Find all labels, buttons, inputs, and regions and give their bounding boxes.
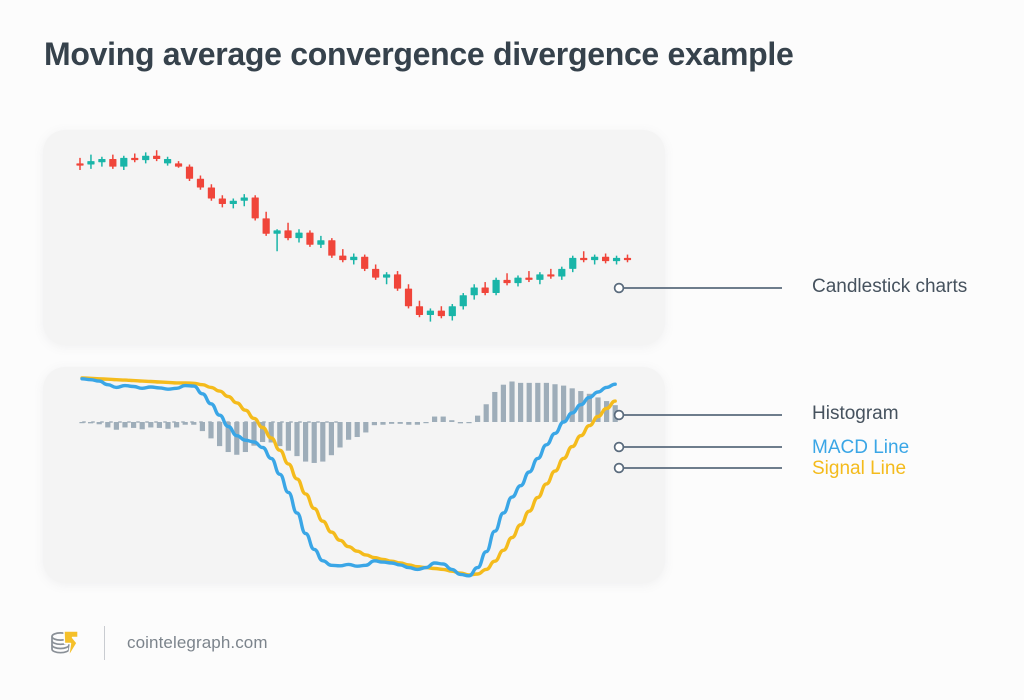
page-title: Moving average convergence divergence ex…	[44, 36, 794, 72]
callout-label-candlestick: Candlestick charts	[812, 276, 968, 297]
footer-divider	[104, 626, 105, 660]
footer-site-label: cointelegraph.com	[127, 633, 268, 652]
macd-chart	[79, 376, 618, 578]
candlestick-chart-panel[interactable]	[43, 130, 665, 345]
cointelegraph-logo-icon	[51, 630, 79, 658]
candlestick-chart	[76, 150, 632, 322]
footer: cointelegraph.com	[44, 620, 268, 666]
callout-label-signal-line: Signal Line	[812, 458, 907, 479]
callout-label-histogram: Histogram	[812, 403, 899, 424]
callout-label-macd-line: MACD Line	[812, 437, 910, 458]
macd-chart-panel[interactable]	[43, 367, 665, 583]
